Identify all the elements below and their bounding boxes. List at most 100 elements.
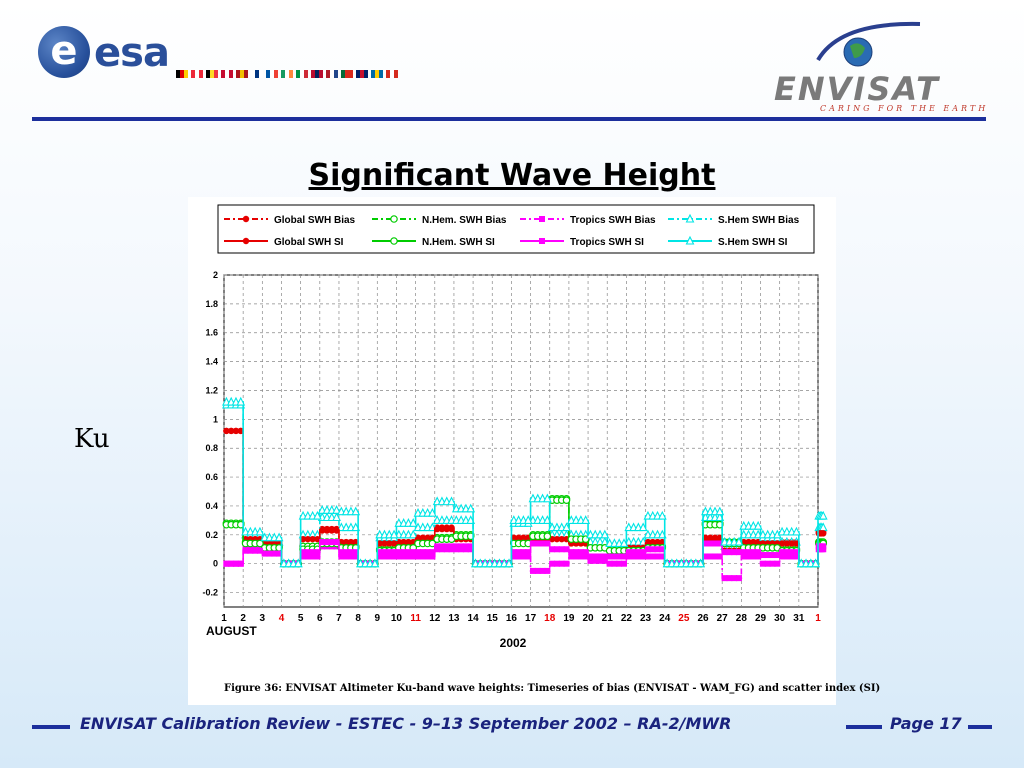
legend-label: Global SWH SI: [274, 237, 344, 248]
data-point: [549, 560, 556, 567]
flag-icon: [191, 70, 203, 78]
data-point: [597, 557, 604, 564]
flag-icon: [386, 70, 398, 78]
data-point: [405, 553, 412, 560]
data-point: [333, 527, 340, 534]
x-tick-label: 4: [279, 613, 285, 624]
legend-label: S.Hem SWH Bias: [718, 215, 800, 226]
data-point: [410, 549, 417, 556]
data-point: [625, 549, 632, 556]
data-point: [620, 560, 627, 567]
data-point: [332, 512, 341, 522]
data-point: [573, 549, 580, 556]
x-tick-label: 25: [678, 613, 690, 624]
data-point: [783, 549, 790, 556]
data-point: [333, 539, 340, 546]
data-point: [577, 549, 584, 556]
data-point: [458, 543, 465, 550]
data-point: [419, 549, 426, 556]
data-point: [597, 553, 604, 560]
data-point: [227, 427, 235, 435]
legend-label: Tropics SWH Bias: [570, 215, 656, 226]
legend-label: S.Hem SWH SI: [718, 237, 788, 248]
esa-logo: e esa: [38, 26, 438, 86]
data-point: [274, 532, 284, 542]
footer: ENVISAT Calibration Review - ESTEC - 9–1…: [0, 706, 1024, 746]
data-point: [716, 553, 723, 560]
x-tick-label: 18: [544, 613, 556, 624]
data-point: [562, 522, 571, 532]
data-point: [769, 560, 776, 567]
data-point: [438, 525, 446, 533]
data-point: [520, 549, 527, 556]
data-point: [644, 553, 651, 560]
data-point: [391, 553, 398, 560]
data-point: [811, 558, 820, 568]
data-point: [429, 553, 436, 560]
x-tick-label: 9: [375, 613, 381, 624]
data-point: [764, 560, 771, 567]
data-point: [759, 560, 766, 567]
data-point: [390, 237, 398, 245]
data-point: [726, 549, 733, 556]
data-point: [558, 560, 565, 567]
data-point: [640, 549, 647, 556]
data-point: [276, 550, 283, 557]
data-point: [726, 575, 733, 582]
data-point: [328, 527, 335, 534]
data-point: [779, 553, 786, 560]
data-point: [735, 575, 742, 582]
data-point: [236, 396, 246, 406]
data-point: [759, 552, 766, 559]
data-point: [716, 540, 723, 547]
x-tick-label: 26: [697, 613, 709, 624]
data-point: [568, 553, 575, 560]
data-point: [433, 525, 441, 533]
x-tick-label: 31: [793, 613, 805, 624]
flag-icon: [206, 70, 218, 78]
flag-icon: [266, 70, 278, 78]
data-point: [740, 553, 747, 560]
y-tick-label: 1.4: [205, 357, 218, 367]
data-point: [232, 427, 240, 435]
data-point: [563, 546, 570, 553]
data-point: [774, 560, 781, 567]
envisat-orbit-icon: [816, 21, 921, 67]
x-axis-month-label: AUGUST: [206, 624, 257, 638]
y-tick-label: 0.8: [205, 443, 218, 453]
x-tick-label: 1: [815, 613, 821, 624]
data-point: [415, 549, 422, 556]
data-point: [523, 515, 533, 524]
data-point: [390, 540, 398, 547]
data-point: [702, 540, 709, 547]
data-point: [309, 553, 316, 560]
legend-entry: S.Hem SWH Bias: [668, 213, 800, 226]
data-point: [304, 553, 311, 560]
data-point: [606, 560, 613, 567]
data-point: [659, 546, 666, 553]
y-tick-label: 1.2: [205, 385, 218, 395]
x-tick-label: 10: [391, 613, 403, 624]
data-point: [638, 522, 648, 532]
data-point: [408, 518, 418, 527]
data-point: [582, 549, 589, 556]
data-point: [715, 506, 725, 516]
data-point: [630, 553, 637, 560]
data-point: [252, 547, 259, 554]
x-tick-label: 8: [355, 613, 361, 624]
data-point: [544, 567, 551, 574]
header-divider: [32, 117, 986, 121]
data-point: [779, 549, 786, 556]
data-point: [539, 216, 545, 222]
data-point: [534, 567, 541, 574]
legend-box: [217, 204, 815, 254]
data-point: [542, 493, 552, 503]
x-tick-label: 19: [563, 613, 575, 624]
data-point: [376, 553, 383, 560]
data-point: [386, 549, 393, 556]
y-tick-label: -0.2: [202, 588, 218, 598]
data-point: [649, 553, 656, 560]
data-point: [685, 213, 695, 223]
flag-icon: [311, 70, 323, 78]
data-point: [581, 515, 591, 524]
